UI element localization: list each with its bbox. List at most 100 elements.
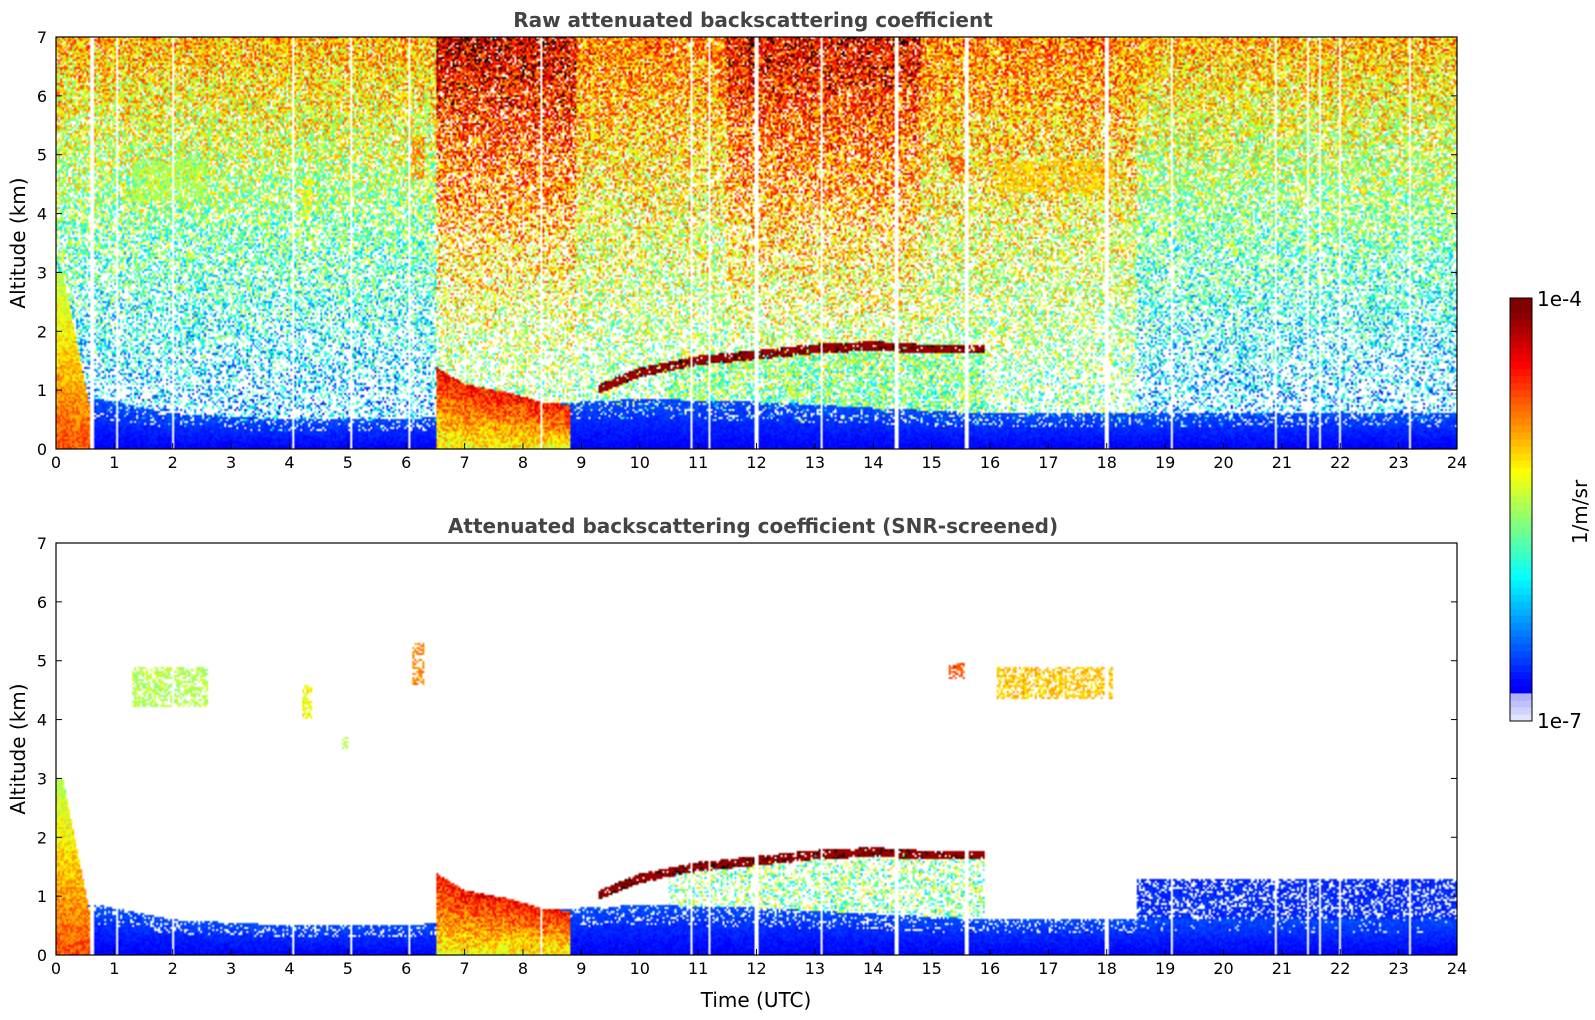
colorbar-cell (1510, 439, 1532, 447)
x-tick-label: 23 (1388, 453, 1408, 472)
x-tick-label: 9 (576, 453, 586, 472)
y-tick-label: 2 (37, 322, 47, 341)
x-tick-label: 16 (980, 959, 1000, 978)
colorbar-cell (1510, 643, 1532, 652)
colorbar-cell (1510, 431, 1532, 440)
colorbar-cell (1510, 424, 1532, 433)
colorbar-cell (1510, 340, 1532, 348)
x-tick-label: 15 (921, 959, 941, 978)
axis-ticks: 0 1 2 3 4 5 6 7 8 9 10 11 12 13 14 15 16 17 18 19 20 21 22 23 24… (37, 28, 1467, 472)
x-tick-label: 19 (1155, 959, 1175, 978)
y-tick-label: 2 (37, 828, 47, 847)
colorbar-cell (1510, 544, 1532, 553)
x-tick-label: 24 (1447, 959, 1467, 978)
colorbar-cell (1510, 565, 1532, 574)
x-tick-label: 20 (1213, 959, 1233, 978)
colorbar-cell (1510, 417, 1532, 426)
x-tick-label: 5 (343, 453, 353, 472)
y-tick-label: 1 (37, 381, 47, 400)
colorbar-cell (1510, 692, 1532, 701)
x-axis-label: Time (UTC) (700, 988, 812, 1012)
colorbar-cell (1510, 572, 1532, 581)
colorbar-cell (1510, 636, 1532, 645)
x-tick-label: 7 (460, 959, 470, 978)
colorbar-cell (1510, 551, 1532, 560)
axis-ticks: 0 1 2 3 4 5 6 7 8 9 10 11 12 13 14 15 16 17 18 19 20 21 22 23 24… (37, 534, 1467, 978)
x-tick-label: 14 (863, 453, 883, 472)
x-tick-label: 4 (284, 959, 294, 978)
colorbar-cell (1510, 706, 1532, 715)
colorbar-cell (1510, 361, 1532, 370)
y-tick-label: 6 (37, 593, 47, 612)
y-tick-label: 5 (37, 146, 47, 165)
x-tick-label: 20 (1213, 453, 1233, 472)
colorbar-cell (1510, 580, 1532, 588)
colorbar-cell (1510, 664, 1532, 673)
colorbar-cell (1510, 396, 1532, 405)
x-tick-label: 24 (1447, 453, 1467, 472)
colorbar-cell (1510, 657, 1532, 666)
x-tick-label: 4 (284, 453, 294, 472)
colorbar-cell (1510, 474, 1532, 482)
x-tick-label: 10 (630, 453, 650, 472)
colorbar-cell (1510, 333, 1532, 341)
x-tick-label: 0 (51, 453, 61, 472)
colorbar-gradient (1510, 298, 1532, 722)
y-tick-label: 0 (37, 440, 47, 459)
x-tick-label: 8 (518, 453, 528, 472)
y-tick-label: 4 (37, 711, 47, 730)
x-tick-label: 8 (518, 959, 528, 978)
x-tick-label: 21 (1272, 959, 1292, 978)
x-tick-label: 6 (401, 453, 411, 472)
backscatter-heatmap (56, 543, 1457, 955)
x-tick-label: 15 (921, 453, 941, 472)
colorbar-cell (1510, 587, 1532, 595)
colorbar-cell (1510, 537, 1532, 546)
colorbar-cell (1510, 622, 1532, 630)
colorbar-cell (1510, 488, 1532, 496)
y-axis-label: Altitude (km) (6, 177, 30, 308)
colorbar-cell (1510, 523, 1532, 532)
colorbar-cell (1510, 671, 1532, 680)
colorbar: 1e-4 1e-7 1/m/sr (1509, 287, 1592, 733)
colorbar-unit-label: 1/m/sr (1568, 479, 1592, 544)
y-axis-label: Altitude (km) (6, 683, 30, 814)
x-tick-label: 19 (1155, 453, 1175, 472)
y-tick-label: 0 (37, 946, 47, 965)
colorbar-cell (1510, 713, 1532, 722)
colorbar-cell (1510, 629, 1532, 637)
chart-title: Attenuated backscattering coefficient (S… (448, 514, 1058, 538)
colorbar-cell (1510, 601, 1532, 609)
x-tick-label: 13 (805, 959, 825, 978)
colorbar-cell (1510, 495, 1532, 504)
colorbar-cell (1510, 319, 1532, 327)
x-tick-label: 2 (168, 453, 178, 472)
colorbar-cell (1510, 389, 1532, 398)
panel-raw: Raw attenuated backscattering coefficien… (6, 8, 1467, 472)
colorbar-frame (1509, 297, 1533, 722)
colorbar-cell (1510, 608, 1532, 616)
colorbar-cell (1510, 375, 1532, 384)
colorbar-cell (1510, 312, 1532, 320)
colorbar-cell (1510, 446, 1532, 454)
y-tick-label: 3 (37, 769, 47, 788)
x-tick-label: 22 (1330, 453, 1350, 472)
colorbar-cell (1510, 347, 1532, 355)
colorbar-cell (1510, 382, 1532, 391)
x-tick-label: 22 (1330, 959, 1350, 978)
x-tick-label: 16 (980, 453, 1000, 472)
colorbar-cell (1510, 460, 1532, 468)
x-tick-label: 2 (168, 959, 178, 978)
colorbar-cell (1510, 594, 1532, 602)
x-tick-label: 12 (746, 453, 766, 472)
x-tick-label: 17 (1038, 453, 1058, 472)
y-tick-label: 7 (37, 28, 47, 47)
x-tick-label: 21 (1272, 453, 1292, 472)
colorbar-cell (1510, 326, 1532, 334)
y-tick-label: 7 (37, 534, 47, 553)
x-tick-label: 12 (746, 959, 766, 978)
y-tick-label: 3 (37, 263, 47, 282)
colorbar-cell (1510, 410, 1532, 419)
x-tick-label: 17 (1038, 959, 1058, 978)
